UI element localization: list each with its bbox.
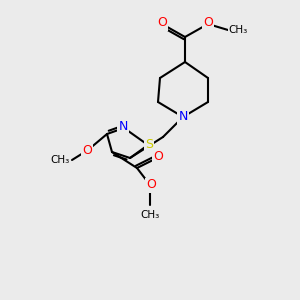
Text: CH₃: CH₃	[50, 155, 70, 165]
Text: N: N	[118, 121, 128, 134]
Text: O: O	[146, 178, 156, 191]
Text: N: N	[178, 110, 188, 124]
Text: CH₃: CH₃	[228, 25, 248, 35]
Text: O: O	[153, 151, 163, 164]
Text: S: S	[145, 139, 153, 152]
Text: O: O	[203, 16, 213, 29]
Text: CH₃: CH₃	[140, 210, 160, 220]
Text: O: O	[157, 16, 167, 29]
Text: O: O	[82, 143, 92, 157]
